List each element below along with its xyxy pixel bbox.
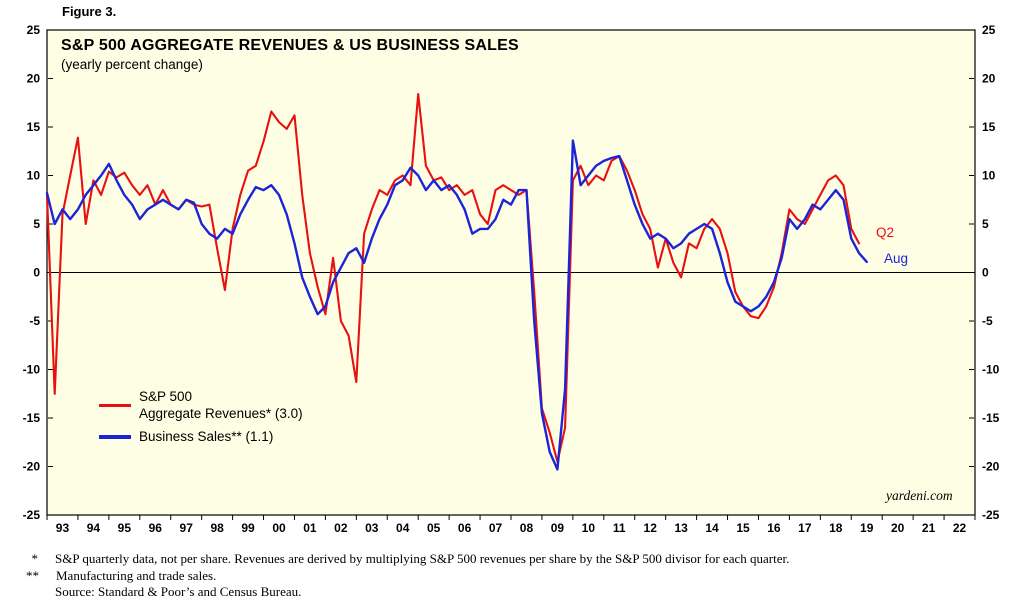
legend-label-revenues: S&P 500 Aggregate Revenues* (3.0) xyxy=(139,388,303,422)
svg-text:14: 14 xyxy=(705,521,719,535)
svg-text:22: 22 xyxy=(953,521,967,535)
svg-text:10: 10 xyxy=(982,169,996,183)
svg-text:-10: -10 xyxy=(23,363,41,377)
svg-text:09: 09 xyxy=(551,521,565,535)
legend-swatch-business xyxy=(99,434,131,439)
figure-label: Figure 3. xyxy=(62,4,117,19)
svg-text:98: 98 xyxy=(210,521,224,535)
svg-text:0: 0 xyxy=(982,266,989,280)
svg-text:04: 04 xyxy=(396,521,410,535)
svg-text:15: 15 xyxy=(27,120,41,134)
footnote-2-marker: ** xyxy=(26,567,39,583)
svg-text:10: 10 xyxy=(27,169,41,183)
svg-text:10: 10 xyxy=(582,521,596,535)
svg-text:17: 17 xyxy=(798,521,812,535)
svg-text:07: 07 xyxy=(489,521,503,535)
annotation-aug: Aug xyxy=(884,251,909,266)
footnote-1-text: S&P quarterly data, not per share. Reven… xyxy=(55,551,790,566)
svg-text:5: 5 xyxy=(33,217,40,231)
legend-entry-revenues: S&P 500 Aggregate Revenues* (3.0) xyxy=(99,388,303,422)
footnote-source: Source: Standard & Poor’s and Census Bur… xyxy=(26,584,789,601)
svg-text:08: 08 xyxy=(520,521,534,535)
svg-text:94: 94 xyxy=(87,521,101,535)
footnote-2-text: Manufacturing and trade sales. xyxy=(56,567,217,583)
chart-title: S&P 500 AGGREGATE REVENUES & US BUSINESS… xyxy=(61,37,519,54)
svg-text:-15: -15 xyxy=(982,411,1000,425)
svg-text:-5: -5 xyxy=(982,314,993,328)
svg-text:5: 5 xyxy=(982,217,989,231)
svg-text:-20: -20 xyxy=(982,460,1000,474)
svg-text:02: 02 xyxy=(334,521,348,535)
svg-text:95: 95 xyxy=(118,521,132,535)
footnotes: * S&P quarterly data, not per share. Rev… xyxy=(26,551,789,601)
svg-text:11: 11 xyxy=(613,521,626,535)
svg-text:-15: -15 xyxy=(23,411,41,425)
svg-text:-10: -10 xyxy=(982,363,1000,377)
svg-text:-20: -20 xyxy=(23,460,41,474)
legend-swatch-revenues xyxy=(99,403,131,407)
footnote-source-marker xyxy=(26,584,38,601)
svg-text:96: 96 xyxy=(149,521,163,535)
legend-label-revenues-line2: Aggregate Revenues* (3.0) xyxy=(139,406,303,421)
svg-text:-25: -25 xyxy=(23,508,41,522)
svg-text:-5: -5 xyxy=(29,314,40,328)
svg-text:00: 00 xyxy=(272,521,286,535)
legend: S&P 500 Aggregate Revenues* (3.0) Busine… xyxy=(99,388,303,451)
svg-text:15: 15 xyxy=(982,120,996,134)
svg-text:93: 93 xyxy=(56,521,70,535)
footnote-source-text: Source: Standard & Poor’s and Census Bur… xyxy=(55,584,302,599)
legend-entry-business-sales: Business Sales** (1.1) xyxy=(99,428,303,445)
svg-text:0: 0 xyxy=(33,266,40,280)
footnote-2: ** Manufacturing and trade sales. xyxy=(26,568,789,585)
footnote-1: * S&P quarterly data, not per share. Rev… xyxy=(26,551,790,568)
svg-text:97: 97 xyxy=(180,521,194,535)
svg-text:18: 18 xyxy=(829,521,843,535)
legend-label-business: Business Sales** (1.1) xyxy=(139,429,274,444)
svg-text:13: 13 xyxy=(674,521,688,535)
svg-text:20: 20 xyxy=(982,72,996,86)
svg-text:15: 15 xyxy=(736,521,750,535)
legend-label-revenues-line1: S&P 500 xyxy=(139,389,193,404)
svg-text:25: 25 xyxy=(27,23,41,37)
svg-text:20: 20 xyxy=(891,521,905,535)
svg-text:19: 19 xyxy=(860,521,874,535)
svg-text:05: 05 xyxy=(427,521,441,535)
svg-text:01: 01 xyxy=(303,521,317,535)
svg-text:25: 25 xyxy=(982,23,996,37)
svg-text:16: 16 xyxy=(767,521,781,535)
svg-text:12: 12 xyxy=(644,521,658,535)
svg-text:21: 21 xyxy=(922,521,936,535)
svg-text:06: 06 xyxy=(458,521,472,535)
svg-text:20: 20 xyxy=(27,72,41,86)
footnote-1-marker: * xyxy=(31,551,39,566)
annotation-q2: Q2 xyxy=(876,225,895,240)
chart-subtitle: (yearly percent change) xyxy=(61,57,203,72)
branding-yardeni: yardeni.com xyxy=(886,488,953,503)
svg-text:99: 99 xyxy=(241,521,255,535)
svg-text:03: 03 xyxy=(365,521,379,535)
svg-text:-25: -25 xyxy=(982,508,1000,522)
